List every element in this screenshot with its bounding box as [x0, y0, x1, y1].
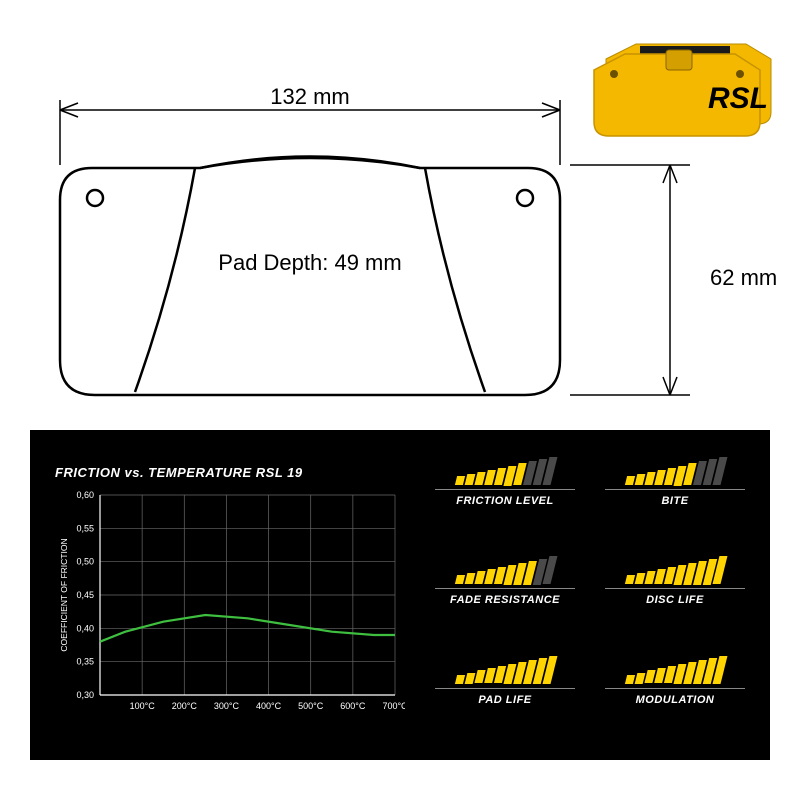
rating-bars [456, 455, 554, 485]
rating-modulation: MODULATION [600, 654, 750, 735]
svg-text:700°C: 700°C [382, 701, 405, 711]
svg-text:0,55: 0,55 [76, 523, 94, 533]
rating-friction-level: FRICTION LEVEL [430, 455, 580, 536]
svg-text:0,40: 0,40 [76, 623, 94, 633]
rating-bars [456, 654, 554, 684]
svg-text:200°C: 200°C [172, 701, 198, 711]
svg-text:100°C: 100°C [130, 701, 156, 711]
performance-panel: FRICTION vs. TEMPERATURE RSL 19 0,30 0,35… [30, 430, 770, 760]
height-label: 62 mm [710, 265, 777, 290]
pad-depth-label: Pad Depth: 49 mm [218, 250, 401, 275]
friction-chart: FRICTION vs. TEMPERATURE RSL 19 0,30 0,35… [55, 465, 405, 735]
rating-label: PAD LIFE [435, 688, 575, 706]
svg-text:400°C: 400°C [256, 701, 282, 711]
width-label: 132 mm [270, 84, 349, 109]
rating-bite: BITE [600, 455, 750, 536]
svg-text:600°C: 600°C [340, 701, 366, 711]
rating-label: BITE [605, 489, 745, 507]
rating-label: MODULATION [605, 688, 745, 706]
rating-bars [626, 654, 724, 684]
svg-text:300°C: 300°C [214, 701, 240, 711]
rating-pad-life: PAD LIFE [430, 654, 580, 735]
rating-disc-life: DISC LIFE [600, 554, 750, 635]
rating-label: DISC LIFE [605, 588, 745, 606]
y-axis-title: COEFFICIENT OF FRICTION [59, 538, 69, 651]
brand-logo: RSL [708, 82, 768, 115]
rating-bars [456, 554, 554, 584]
svg-text:0,60: 0,60 [76, 490, 94, 500]
chart-svg: 0,30 0,35 0,40 0,45 0,50 0,55 0,60 100°C 200°C 30… [55, 480, 405, 725]
svg-text:500°C: 500°C [298, 701, 324, 711]
svg-text:0,30: 0,30 [76, 690, 94, 700]
technical-drawing: 132 mm 62 mm Pad Depth: 49 mm [0, 0, 800, 400]
rating-bars [626, 455, 724, 485]
product-image: RSL [580, 30, 780, 150]
ratings-grid: FRICTION LEVEL BITE FADE RESISTANCE DISC LI… [430, 455, 750, 735]
svg-text:0,50: 0,50 [76, 557, 94, 567]
chart-title: FRICTION vs. TEMPERATURE RSL 19 [55, 465, 405, 480]
rating-bars [626, 554, 724, 584]
svg-text:0,35: 0,35 [76, 657, 94, 667]
svg-text:0,45: 0,45 [76, 590, 94, 600]
rating-label: FRICTION LEVEL [435, 489, 575, 507]
rating-label: FADE RESISTANCE [435, 588, 575, 606]
rating-fade-resistance: FADE RESISTANCE [430, 554, 580, 635]
